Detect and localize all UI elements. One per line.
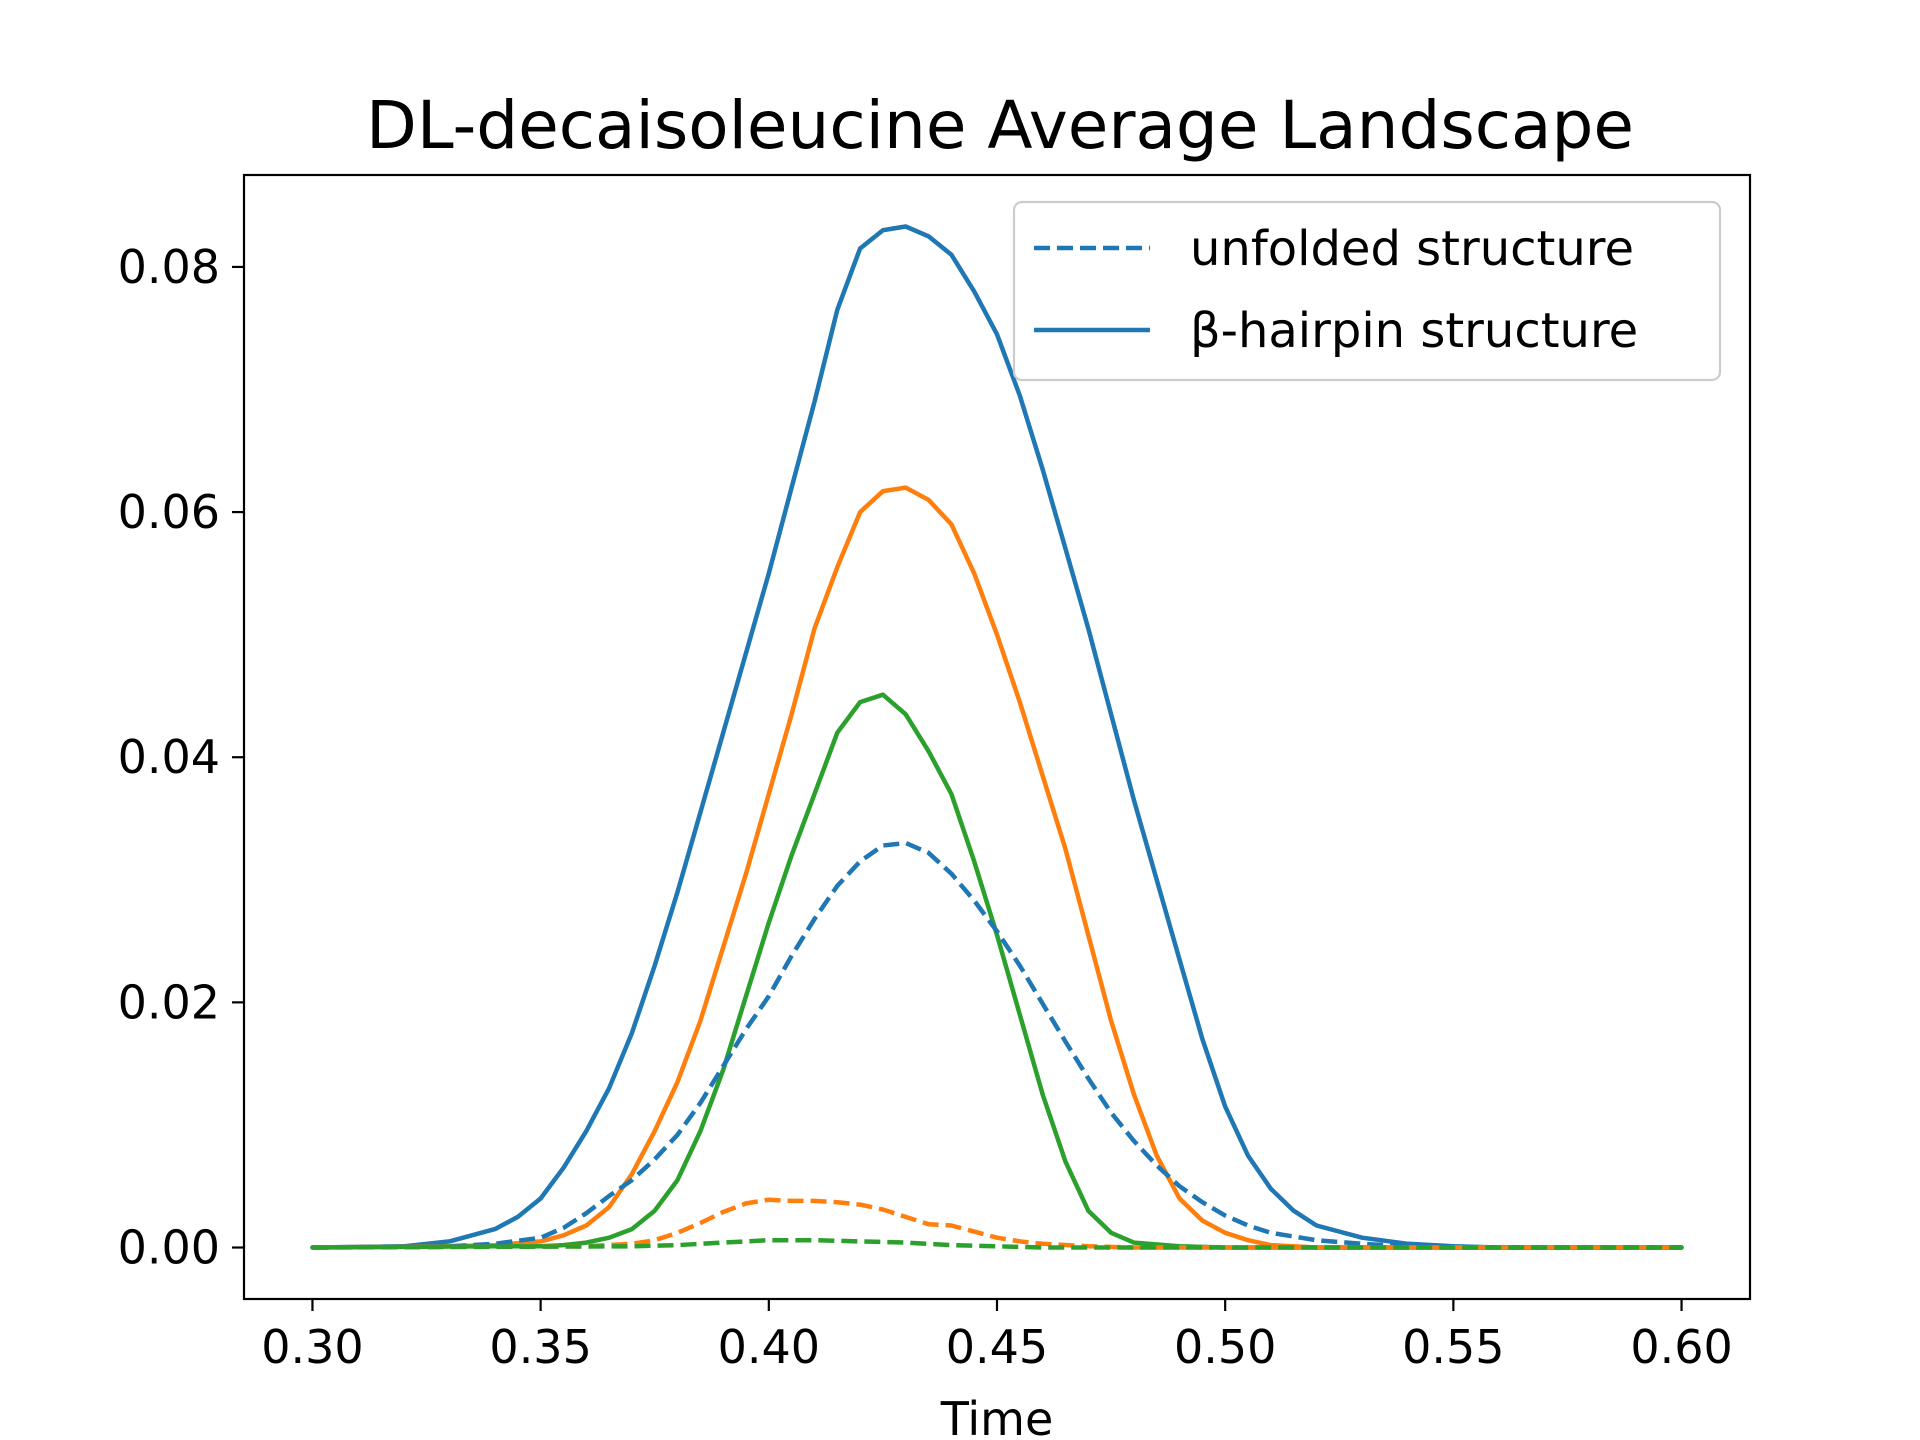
y-tick-label: 0.02	[118, 975, 220, 1029]
series-line-3	[310, 692, 1684, 1250]
x-tick-label: 0.50	[1174, 1320, 1276, 1374]
legend-label: β-hairpin structure	[1190, 303, 1638, 359]
y-tick-label: 0.04	[118, 730, 220, 784]
x-tick-label: 0.60	[1630, 1320, 1732, 1374]
y-tick-label: 0.00	[118, 1221, 220, 1275]
legend-box	[1012, 200, 1722, 382]
x-axis-label: Time	[940, 1392, 1054, 1440]
x-tick-label: 0.35	[489, 1320, 591, 1374]
x-tick-label: 0.55	[1402, 1320, 1504, 1374]
x-tick-label: 0.40	[718, 1320, 820, 1374]
series-line-4	[312, 840, 1682, 1250]
x-tick-label: 0.45	[946, 1320, 1048, 1374]
series-line-5	[312, 1197, 1682, 1250]
series-line-2	[310, 485, 1684, 1250]
plot-lines	[310, 224, 1684, 1250]
series-line-6	[312, 1237, 1682, 1250]
y-axis-ticks: 0.00 0.02 0.04 0.06 0.08	[118, 240, 244, 1275]
x-tick-label: 0.30	[261, 1320, 363, 1374]
y-tick-label: 0.08	[118, 240, 220, 294]
legend-label: unfolded structure	[1190, 221, 1634, 277]
series-line-1	[310, 224, 1684, 1250]
y-tick-label: 0.06	[118, 485, 220, 539]
legend: unfolded structure β-hairpin structure	[1012, 200, 1722, 382]
chart-title: DL-decaisoleucine Average Landscape	[366, 87, 1634, 164]
x-axis-ticks: 0.30 0.35 0.40 0.45 0.50 0.55 0.60	[261, 1299, 1733, 1374]
